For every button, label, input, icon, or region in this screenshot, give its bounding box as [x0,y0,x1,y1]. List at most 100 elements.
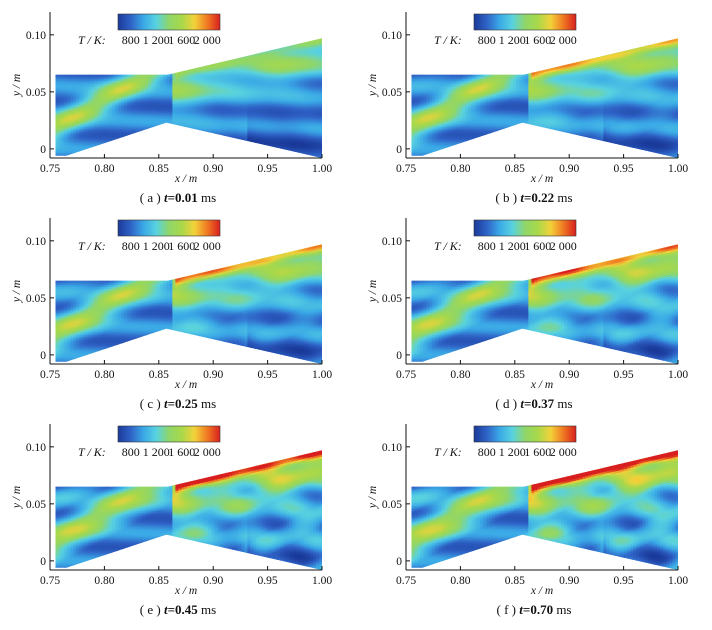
y-tick-label: 0.10 [26,442,46,454]
x-tick-label: 1.00 [668,369,688,381]
colorbar-tick-label: 2 000 [550,445,577,459]
caption-equals: = [524,190,531,205]
colorbar-tick-label: 1 200 [143,445,170,459]
x-tick-label: 0.90 [203,163,223,175]
caption-prefix: ( f ) [497,602,520,617]
chart-d: 0.75 0.80 0.85 0.90 0.95 1.00 0 0.05 0.10 x / m y … [367,218,688,391]
y-tick-label: 0.10 [26,236,46,248]
temperature-field [411,38,678,158]
y-axis-label: y / m [11,74,23,97]
caption-unit: ms [198,190,216,205]
y-tick-label: 0 [40,350,46,362]
x-tick-label: 0.80 [94,575,114,587]
caption-variable: t [164,190,168,205]
x-tick-label: 0.95 [614,575,634,587]
colorbar-tick-label: 1 200 [499,33,526,47]
axes: 0.75 0.80 0.85 0.90 0.95 1.00 0 0.05 0.10 x / m y … [11,424,332,597]
y-tick-label: 0 [396,144,402,156]
caption-equals: = [524,396,531,411]
colorbar-gradient [473,219,577,237]
x-tick-label: 0.80 [450,369,470,381]
caption-value: 0.37 [531,396,554,411]
colorbar-tick-label: 2 000 [194,239,221,253]
chart-c: 0.75 0.80 0.85 0.90 0.95 1.00 0 0.05 0.10 x / m y … [11,218,332,391]
y-axis-label: y / m [11,280,23,303]
colorbar-tick-label: 1 600 [524,239,551,253]
caption-unit: ms [554,190,572,205]
y-tick-label: 0.10 [382,30,402,42]
x-tick-label: 0.75 [40,369,60,381]
x-axis-label: x / m [530,585,553,597]
colorbar-tick-label: 1 200 [143,33,170,47]
colorbar-gradient [117,13,221,31]
x-tick-label: 0.90 [203,575,223,587]
x-tick-label: 1.00 [668,163,688,175]
colorbar-tick-label: 800 [122,33,140,47]
panel-b: 0.75 0.80 0.85 0.90 0.95 1.00 0 0.05 0.10 x / m y … [356,0,712,210]
y-tick-label: 0 [396,556,402,568]
x-tick-label: 0.75 [40,163,60,175]
caption-equals: = [168,396,175,411]
panel-f: 0.75 0.80 0.85 0.90 0.95 1.00 0 0.05 0.10 x / m y … [356,412,712,622]
x-tick-label: 1.00 [668,575,688,587]
colorbar-tick-label: 1 600 [168,33,195,47]
colorbar-title: T / K: [434,33,462,47]
caption-value: 0.01 [175,190,198,205]
caption-prefix: ( a ) [140,190,164,205]
caption-value: 0.25 [175,396,198,411]
x-tick-label: 0.95 [258,163,278,175]
x-tick-label: 0.80 [94,369,114,381]
caption-unit: ms [553,602,571,617]
caption-value: 0.45 [175,602,198,617]
x-tick-label: 0.75 [40,575,60,587]
colorbar-tick-label: 1 600 [168,445,195,459]
x-tick-label: 0.80 [94,163,114,175]
colorbar-tick-label: 1 200 [143,239,170,253]
x-tick-label: 0.95 [258,369,278,381]
colorbar-tick-label: 2 000 [550,33,577,47]
caption-variable: t [520,190,524,205]
caption-equals: = [168,190,175,205]
panel-caption: ( e ) t=0.45 ms [0,602,356,618]
colorbar-tick-label: 1 200 [499,445,526,459]
x-tick-label: 0.75 [396,163,416,175]
x-tick-label: 0.90 [559,163,579,175]
x-tick-label: 0.90 [559,575,579,587]
panel-caption: ( f ) t=0.70 ms [356,602,712,618]
x-tick-label: 1.00 [312,163,332,175]
colorbar-tick-label: 1 600 [524,445,551,459]
x-axis-label: x / m [530,379,553,391]
colorbar-tick-label: 800 [478,33,496,47]
panel-caption: ( d ) t=0.37 ms [356,396,712,412]
x-tick-label: 0.80 [450,575,470,587]
caption-unit: ms [554,396,572,411]
y-tick-label: 0.05 [382,87,402,99]
caption-unit: ms [198,602,216,617]
colorbar-title: T / K: [434,445,462,459]
colorbar-tick-label: 1 200 [499,239,526,253]
colorbar-tick-label: 1 600 [524,33,551,47]
y-tick-label: 0.05 [26,499,46,511]
chart-a: 0.75 0.80 0.85 0.90 0.95 1.00 0 0.05 0.10 x / m y … [11,12,332,185]
axes: 0.75 0.80 0.85 0.90 0.95 1.00 0 0.05 0.10 x / m y … [11,12,332,185]
x-tick-label: 0.85 [505,369,525,381]
chart-f: 0.75 0.80 0.85 0.90 0.95 1.00 0 0.05 0.10 x / m y … [367,424,688,597]
caption-prefix: ( c ) [140,396,164,411]
x-axis-label: x / m [530,173,553,185]
x-axis-label: x / m [174,173,197,185]
colorbar-title: T / K: [78,445,106,459]
colorbar-tick-label: 800 [478,239,496,253]
temperature-field [411,450,678,570]
caption-variable: t [164,396,168,411]
y-tick-label: 0.05 [382,293,402,305]
colorbar-tick-label: 800 [122,239,140,253]
y-tick-label: 0 [396,350,402,362]
y-tick-label: 0.10 [382,236,402,248]
x-tick-label: 0.85 [149,163,169,175]
x-tick-label: 0.85 [149,369,169,381]
caption-prefix: ( b ) [495,190,520,205]
y-tick-label: 0.10 [382,442,402,454]
